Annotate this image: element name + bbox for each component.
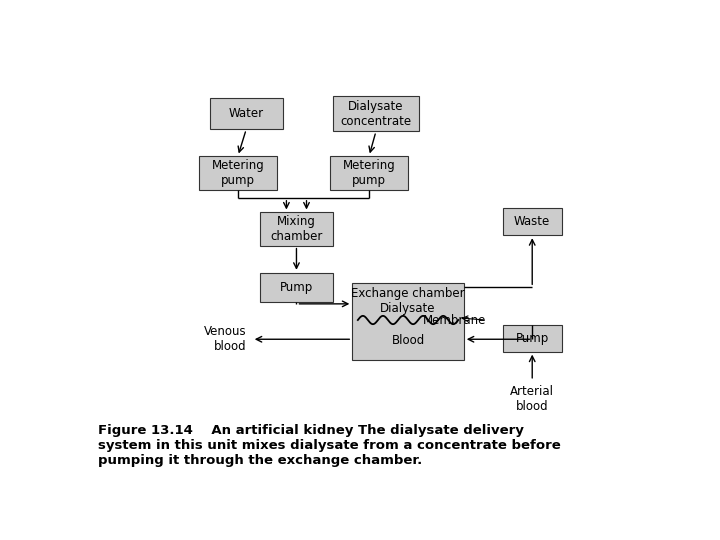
Bar — [503, 208, 562, 235]
Bar — [352, 283, 464, 360]
Text: Pump: Pump — [280, 281, 313, 294]
Text: Membrane: Membrane — [423, 314, 486, 327]
Text: Water: Water — [229, 107, 264, 120]
Text: Exchange chamber
Dialysate: Exchange chamber Dialysate — [351, 287, 465, 315]
Text: Dialysate
concentrate: Dialysate concentrate — [341, 100, 412, 127]
Text: Metering
pump: Metering pump — [343, 159, 395, 187]
Bar — [330, 156, 408, 190]
Bar — [503, 325, 562, 352]
Text: Pump: Pump — [516, 332, 549, 345]
Bar — [199, 156, 277, 190]
Text: Mixing
chamber: Mixing chamber — [270, 215, 323, 243]
Bar — [210, 98, 282, 129]
Text: Waste: Waste — [514, 215, 550, 228]
Text: Blood: Blood — [392, 334, 425, 347]
Text: Metering
pump: Metering pump — [212, 159, 264, 187]
Text: Figure 13.14    An artificial kidney The dialysate delivery
system in this unit : Figure 13.14 An artificial kidney The di… — [99, 424, 561, 468]
Bar — [333, 96, 419, 131]
Text: Venous
blood: Venous blood — [204, 325, 246, 353]
Text: Arterial
blood: Arterial blood — [510, 385, 554, 413]
Bar — [260, 212, 333, 246]
Bar — [260, 273, 333, 302]
